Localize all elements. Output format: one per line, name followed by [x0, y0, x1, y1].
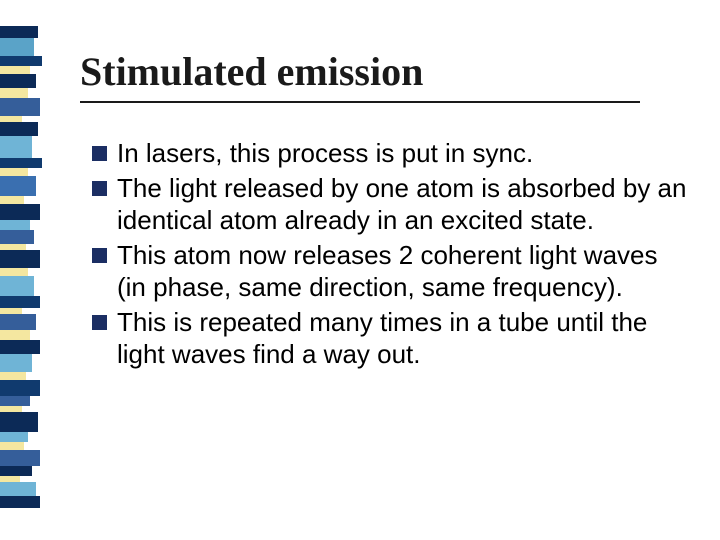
- sidebar-segment: [0, 482, 36, 496]
- sidebar-segment: [0, 268, 28, 276]
- bullet-item: In lasers, this process is put in sync.: [92, 137, 690, 170]
- bullet-item: This is repeated many times in a tube un…: [92, 306, 690, 371]
- sidebar-segment: [0, 340, 40, 354]
- sidebar-segment: [0, 412, 38, 432]
- sidebar-segment: [0, 230, 34, 244]
- sidebar-segment: [0, 354, 32, 372]
- sidebar-segment: [0, 432, 28, 442]
- sidebar-segment: [0, 330, 30, 340]
- sidebar-segment: [0, 196, 24, 204]
- sidebar-segment: [0, 26, 38, 38]
- slide-content: Stimulated emission In lasers, this proc…: [80, 48, 690, 373]
- sidebar-segment: [0, 442, 24, 450]
- sidebar-segment: [0, 168, 28, 176]
- sidebar-segment: [0, 466, 32, 476]
- sidebar-segment: [0, 220, 30, 230]
- square-bullet-icon: [92, 315, 107, 330]
- sidebar-segment: [0, 122, 38, 136]
- sidebar-segment: [0, 314, 36, 330]
- sidebar-segment: [0, 276, 34, 296]
- sidebar-segment: [0, 296, 40, 308]
- square-bullet-icon: [92, 181, 107, 196]
- bullet-item: This atom now releases 2 coherent light …: [92, 239, 690, 304]
- sidebar-segment: [0, 450, 40, 466]
- bullet-text: The light released by one atom is absorb…: [117, 172, 690, 237]
- bullet-list: In lasers, this process is put in sync.T…: [80, 137, 690, 371]
- bullet-text: In lasers, this process is put in sync.: [117, 137, 533, 170]
- bullet-item: The light released by one atom is absorb…: [92, 172, 690, 237]
- sidebar-segment: [0, 496, 40, 508]
- sidebar-segment: [0, 136, 32, 158]
- sidebar-segment: [0, 372, 26, 380]
- slide-title: Stimulated emission: [80, 48, 640, 103]
- sidebar-segment: [0, 204, 40, 220]
- decorative-sidebar: [0, 0, 46, 540]
- sidebar-segment: [0, 176, 36, 196]
- sidebar-segment: [0, 396, 30, 406]
- sidebar-segment: [0, 38, 34, 56]
- sidebar-segment: [0, 66, 30, 74]
- bullet-text: This is repeated many times in a tube un…: [117, 306, 690, 371]
- sidebar-segment: [0, 56, 42, 66]
- square-bullet-icon: [92, 248, 107, 263]
- sidebar-segment: [0, 380, 40, 396]
- sidebar-segment: [0, 88, 28, 98]
- sidebar-segment: [0, 74, 36, 88]
- bullet-text: This atom now releases 2 coherent light …: [117, 239, 690, 304]
- square-bullet-icon: [92, 146, 107, 161]
- sidebar-segment: [0, 98, 40, 116]
- sidebar-segment: [0, 250, 40, 268]
- sidebar-segment: [0, 158, 42, 168]
